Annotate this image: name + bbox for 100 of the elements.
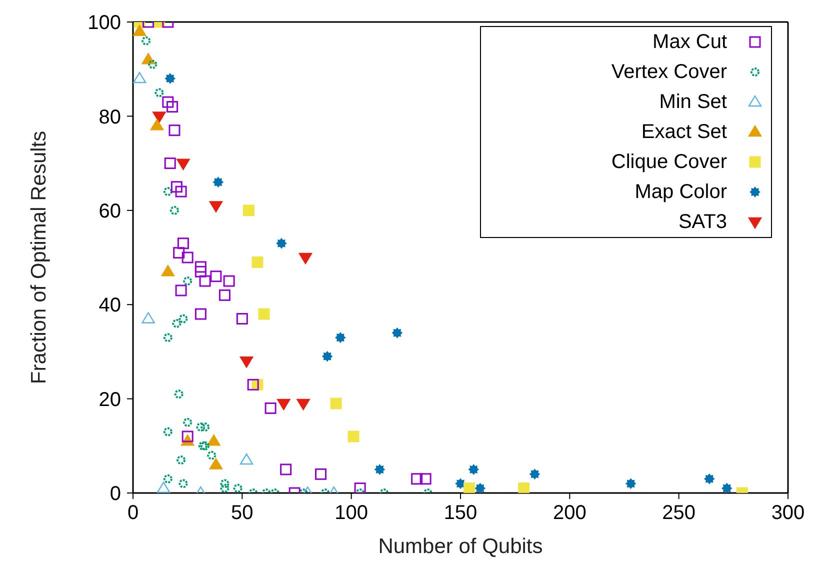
point	[133, 24, 146, 36]
point	[236, 312, 248, 324]
point	[175, 284, 187, 296]
point	[721, 482, 732, 493]
legend-label: Map Color	[634, 180, 727, 204]
point	[176, 158, 190, 170]
point	[177, 238, 189, 250]
point	[209, 458, 223, 470]
point	[334, 332, 346, 344]
point	[182, 430, 194, 442]
point	[242, 204, 254, 216]
point	[133, 72, 146, 84]
point	[163, 333, 172, 342]
point	[625, 478, 636, 490]
point	[354, 482, 366, 493]
point	[411, 473, 423, 485]
point	[156, 482, 170, 493]
y-tick-label: 20	[98, 388, 121, 411]
point	[468, 464, 480, 475]
point	[207, 450, 216, 460]
x-tick-label: 50	[231, 502, 254, 524]
point	[296, 398, 310, 410]
point	[223, 275, 235, 287]
point	[199, 275, 211, 287]
point	[182, 252, 194, 264]
point	[209, 201, 223, 212]
point	[200, 422, 210, 432]
x-axis-title: Number of Qubits	[378, 535, 543, 558]
point	[218, 289, 230, 301]
point	[176, 456, 186, 465]
y-tick-label: 0	[110, 483, 121, 506]
point	[161, 265, 175, 276]
y-axis-title: Fraction of Optimal Results	[27, 130, 50, 384]
point	[174, 390, 184, 399]
point	[330, 398, 342, 410]
x-tick-label: 300	[771, 502, 805, 524]
point	[233, 484, 242, 493]
legend-label: Exact Set	[641, 120, 727, 144]
point	[264, 402, 276, 414]
point	[175, 186, 187, 198]
point	[178, 479, 188, 488]
x-tick-label: 200	[552, 502, 586, 524]
legend-label: Max Cut	[652, 30, 727, 54]
point	[164, 158, 176, 170]
point	[280, 464, 292, 476]
point	[474, 482, 486, 493]
point	[240, 356, 254, 368]
point	[164, 73, 176, 84]
point	[529, 468, 540, 480]
y-tick-label: 40	[98, 294, 121, 317]
point	[163, 427, 172, 436]
point	[194, 308, 206, 320]
point	[200, 441, 210, 450]
point	[315, 468, 327, 480]
point	[183, 276, 192, 286]
point	[142, 312, 155, 324]
x-tick-label: 150	[444, 502, 478, 524]
point	[277, 398, 290, 410]
y-tick-label: 100	[88, 12, 121, 34]
point	[322, 350, 333, 362]
point	[348, 430, 360, 442]
point	[163, 187, 172, 196]
point	[194, 266, 206, 278]
point	[178, 314, 188, 324]
x-tick-label: 100	[334, 502, 368, 524]
y-tick-label: 60	[98, 200, 121, 222]
point	[162, 96, 174, 108]
point	[173, 247, 185, 259]
point	[168, 124, 180, 136]
point	[142, 36, 151, 46]
point	[240, 453, 254, 465]
point	[150, 119, 164, 130]
point	[196, 422, 206, 432]
point	[455, 478, 466, 490]
legend-label: Clique Cover	[611, 150, 727, 174]
point	[220, 479, 230, 488]
point	[148, 60, 158, 69]
point	[463, 482, 475, 493]
legend-label: Min Set	[659, 90, 727, 114]
point	[276, 238, 287, 249]
x-tick-label: 250	[662, 502, 696, 524]
point	[183, 418, 192, 427]
y-tick-label: 80	[98, 106, 121, 128]
point	[298, 252, 312, 264]
point	[247, 378, 259, 390]
point	[420, 473, 432, 485]
point	[374, 464, 386, 475]
legend-label: Vertex Cover	[611, 60, 727, 84]
point	[166, 101, 178, 113]
legend-label: SAT3	[678, 210, 727, 234]
point	[704, 473, 715, 484]
point	[210, 270, 222, 282]
point	[170, 181, 182, 193]
x-tick-label: 0	[127, 502, 139, 524]
point	[172, 318, 182, 328]
point	[220, 484, 230, 493]
point	[392, 327, 403, 338]
point	[252, 256, 264, 268]
point	[198, 441, 208, 450]
point	[154, 88, 164, 98]
